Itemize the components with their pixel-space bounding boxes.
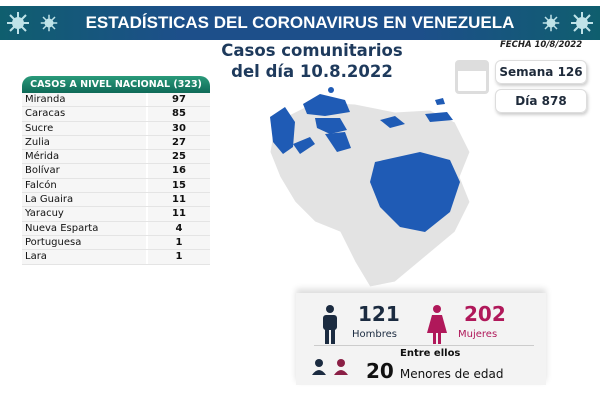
subtitle-line1: Casos comunitarios: [221, 41, 403, 60]
divider: [314, 345, 534, 346]
table-row: Portuguesa 1: [22, 235, 210, 251]
case-count: 25: [148, 150, 210, 164]
state-name: Portuguesa: [22, 235, 146, 250]
state-name: Caracas: [22, 107, 146, 121]
case-count: 15: [148, 178, 210, 193]
table-row: Nueva Esparta 4: [22, 221, 210, 236]
header-banner: ESTADÍSTICAS DEL CORONAVIRUS EN VENEZUEL…: [0, 6, 600, 40]
minors-row: 20 Menores de edad: [366, 360, 503, 382]
case-count: 1: [148, 235, 210, 250]
state-miranda-caracas: [380, 116, 405, 128]
case-count: 1: [148, 250, 210, 264]
minors-block: Entre ellos 20 Menores de edad: [366, 348, 503, 382]
case-count: 30: [148, 121, 210, 135]
gender-panel: 121 Hombres 202 Mujeres Entre ellos 20 M…: [296, 293, 546, 385]
header-title: ESTADÍSTICAS DEL CORONAVIRUS EN VENEZUEL…: [85, 13, 515, 32]
cases-table: CASOS A NIVEL NACIONAL (323) Miranda 97 Ca…: [22, 76, 210, 265]
table-row: Sucre 30: [22, 121, 210, 136]
map-base: [269, 101, 471, 288]
state-lara-yaracuy: [315, 118, 347, 134]
state-name: Sucre: [22, 121, 146, 135]
table-row: Lara 1: [22, 250, 210, 265]
case-count: 11: [148, 193, 210, 207]
day-box: Día 878: [495, 89, 587, 113]
virus-icon: [40, 14, 58, 32]
table-row: Caracas 85: [22, 107, 210, 122]
state-sucre: [425, 112, 453, 122]
state-falcon: [303, 94, 350, 116]
state-name: Zulia: [22, 135, 146, 150]
state-name: La Guaira: [22, 193, 146, 207]
women-label: Mujeres: [458, 329, 498, 340]
case-count: 16: [148, 164, 210, 178]
table-row: Yaracuy 11: [22, 207, 210, 222]
date-label: FECHA 10/8/2022: [500, 40, 583, 50]
state-merida: [293, 137, 315, 154]
week-box: Semana 126: [495, 60, 587, 84]
virus-icon: [7, 12, 29, 34]
state-bolivar: [370, 152, 460, 232]
state-name: Mérida: [22, 150, 146, 164]
state-portuguesa: [325, 132, 351, 152]
state-name: Nueva Esparta: [22, 221, 146, 235]
state-name: Miranda: [22, 93, 146, 107]
state-name: Falcón: [22, 178, 146, 193]
case-count: 4: [148, 221, 210, 235]
state-nueva-esparta: [435, 98, 445, 105]
minors-icon: [312, 359, 348, 375]
venezuela-map: [269, 87, 471, 288]
case-count: 85: [148, 107, 210, 121]
table-header: CASOS A NIVEL NACIONAL (323): [22, 76, 210, 93]
case-count: 97: [148, 93, 210, 107]
man-icon: [323, 305, 337, 344]
virus-icon: [542, 14, 560, 32]
case-count: 27: [148, 135, 210, 150]
table-row: La Guaira 11: [22, 193, 210, 208]
state-name: Bolívar: [22, 164, 146, 178]
men-label: Hombres: [352, 329, 397, 340]
island: [328, 87, 334, 93]
table-row: Bolívar 16: [22, 164, 210, 179]
table-row: Zulia 27: [22, 135, 210, 151]
minors-intro: Entre ellos: [400, 348, 461, 359]
state-name: Yaracuy: [22, 207, 146, 221]
subtitle-line2: del día 10.8.2022: [231, 62, 393, 81]
table-row: Mérida 25: [22, 150, 210, 165]
virus-icon: [571, 12, 593, 34]
table-row: Miranda 97: [22, 93, 210, 108]
table-row: Falcón 15: [22, 178, 210, 194]
state-zulia: [270, 107, 295, 154]
woman-icon: [427, 305, 447, 344]
calendar-icon: [455, 60, 489, 94]
minors-label: Menores de edad: [399, 367, 504, 381]
men-count: 121: [358, 302, 400, 326]
women-count: 202: [464, 302, 506, 326]
case-count: 11: [148, 207, 210, 221]
state-name: Lara: [22, 250, 146, 264]
minors-count: 20: [366, 359, 394, 383]
